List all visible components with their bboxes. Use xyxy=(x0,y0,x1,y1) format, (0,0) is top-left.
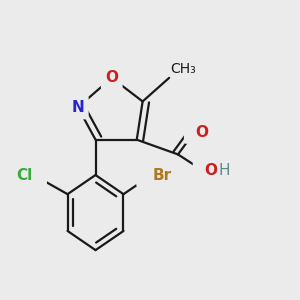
Text: O: O xyxy=(195,161,211,180)
Text: O: O xyxy=(103,68,121,88)
Text: O: O xyxy=(196,125,208,140)
Text: H: H xyxy=(218,163,230,178)
Text: CH₃: CH₃ xyxy=(171,62,196,76)
Text: O: O xyxy=(186,123,202,142)
Text: Br: Br xyxy=(153,167,172,182)
Text: O: O xyxy=(205,163,218,178)
Text: Cl: Cl xyxy=(16,167,32,182)
Text: Cl: Cl xyxy=(22,165,45,185)
Text: N: N xyxy=(71,100,84,115)
Text: Br: Br xyxy=(138,165,165,185)
Text: N: N xyxy=(69,97,86,117)
Text: O: O xyxy=(105,70,118,86)
